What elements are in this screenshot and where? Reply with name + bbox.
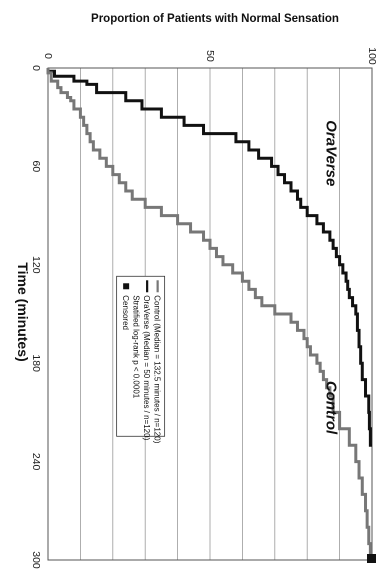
value-tick-label: 50 [204,50,216,62]
time-tick-label: 120 [30,256,42,274]
time-tick-label: 240 [30,453,42,471]
series-line-control [46,68,372,562]
gridlines [47,67,373,561]
time-tick-label: 60 [30,161,42,173]
legend-body: Control (Median = 132.5 minutes / n=120)… [116,275,166,444]
chart-title: Proportion of Patients with Normal Sensa… [91,13,339,25]
x-axis-label: Time (minutes) [15,262,31,361]
plot-frame [47,67,373,561]
legend-label: Control (Median = 132.5 minutes / n=120) [153,295,162,443]
annotation-oraverse: OraVerse [323,120,340,186]
annotation-control: Control [323,381,340,435]
value-tick-label: 0 [42,53,54,59]
legend-box [116,275,166,437]
time-tick-label: 300 [30,551,42,569]
legend-label: Stratified log-rank p < 0.0001 [132,295,141,399]
plot-area [46,68,376,563]
value-axis-ticks: 0 50 100 [42,47,378,65]
legend-swatch [123,283,130,290]
legend-label: OraVerse (Median = 50 minutes / n=120) [142,295,151,440]
time-tick-label: 180 [30,354,42,372]
censored-marker [367,554,376,563]
time-tick-label: 0 [30,65,42,71]
series-line-oraverse [46,68,372,447]
value-tick-label: 100 [366,47,378,65]
legend: Control (Median = 132.5 minutes / n=120)… [116,275,166,444]
time-axis-ticks: 0 60 120 180 240 300 [30,65,42,569]
legend-label: Censored [121,295,130,330]
